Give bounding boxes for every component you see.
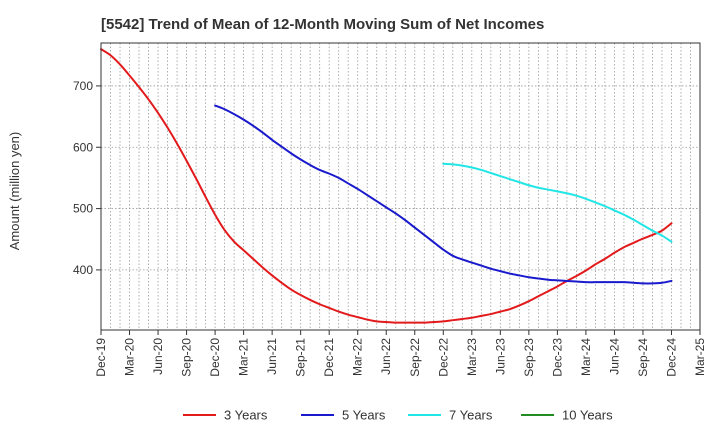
x-tick-label: Sep-22 [408, 338, 422, 377]
x-tick-label: Dec-21 [322, 338, 336, 377]
y-tick-label: 600 [73, 140, 93, 154]
x-tick-label: Dec-24 [664, 338, 678, 377]
x-tick-label: Dec-20 [208, 338, 222, 377]
x-tick-label: Jun-23 [493, 338, 507, 375]
x-tick-label: Mar-24 [579, 338, 593, 376]
x-tick-label: Dec-23 [550, 338, 564, 377]
plot-area [101, 43, 700, 330]
y-axis-label: Amount (million yen) [7, 132, 22, 251]
x-tick-label: Jun-21 [265, 338, 279, 375]
x-tick-label: Mar-22 [351, 338, 365, 376]
legend-label-3-years: 3 Years [224, 408, 268, 423]
y-tick-label: 400 [73, 263, 93, 277]
chart-title: [5542] Trend of Mean of 12-Month Moving … [101, 16, 544, 33]
plot-frame [100, 42, 701, 331]
x-tick-label: Jun-22 [379, 338, 393, 375]
x-tick-label: Mar-25 [693, 338, 707, 376]
series-lines [100, 48, 673, 324]
x-tick-label: Dec-22 [436, 338, 450, 377]
legend: 3 Years 5 Years 7 Years 10 Years [183, 408, 613, 423]
legend-label-7-years: 7 Years [449, 408, 493, 423]
x-tick-label: Mar-21 [237, 338, 251, 376]
x-tick-label: Jun-20 [151, 338, 165, 375]
x-tick-label: Jun-24 [607, 338, 621, 375]
x-tick-label: Sep-21 [294, 338, 308, 377]
x-tick-label: Sep-24 [636, 338, 650, 377]
y-tick-label: 700 [73, 79, 93, 93]
x-tick-label: Sep-23 [522, 338, 536, 377]
legend-label-5-years: 5 Years [342, 408, 386, 423]
x-tick-label: Sep-20 [180, 338, 194, 377]
series-line-7-years [442, 162, 673, 243]
x-tick-label: Dec-19 [94, 338, 108, 377]
legend-label-10-years: 10 Years [562, 408, 613, 423]
y-axis-ticks: 400 500 600 700 [73, 79, 101, 277]
x-tick-label: Mar-20 [123, 338, 137, 376]
series-line-3-years [100, 48, 673, 324]
series-line-5-years [214, 104, 673, 285]
x-tick-label: Mar-23 [465, 338, 479, 376]
y-tick-label: 500 [73, 202, 93, 216]
x-axis-ticks: Dec-19 Mar-20 Jun-20 Sep-20 Dec-20 Mar-21 Jun-… [94, 330, 707, 377]
